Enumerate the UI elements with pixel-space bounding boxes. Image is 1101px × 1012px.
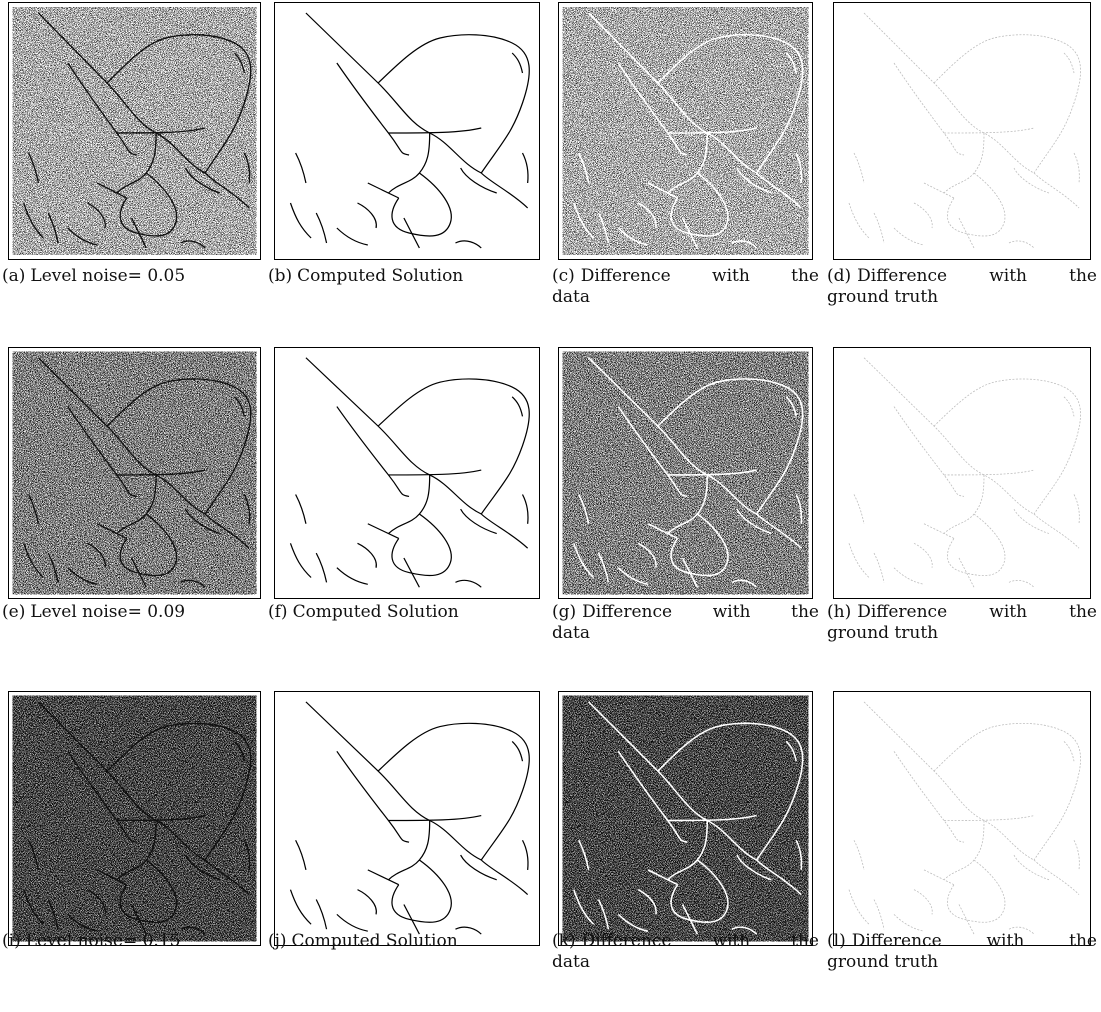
caption-text-line2: data bbox=[552, 287, 590, 307]
caption-label: (l) bbox=[827, 931, 846, 951]
panel-h bbox=[833, 347, 1091, 599]
solution-image bbox=[289, 12, 530, 249]
panel-j bbox=[274, 691, 540, 946]
caption-e: (e) Level noise= 0.09 bbox=[2, 602, 267, 623]
solution-image bbox=[289, 701, 530, 935]
caption-text: Computed Solution bbox=[297, 266, 464, 286]
panel-i bbox=[8, 691, 261, 946]
caption-text-line2: ground truth bbox=[827, 952, 939, 972]
caption-text-line1: Difference with the bbox=[857, 266, 1097, 286]
diffgt-image bbox=[848, 357, 1082, 588]
diffgt-image bbox=[848, 12, 1082, 249]
panel-g bbox=[558, 347, 813, 599]
noisy-image bbox=[12, 351, 257, 595]
caption-label: (a) bbox=[2, 266, 26, 286]
caption-text-line2: data bbox=[552, 623, 590, 643]
caption-j: (j) Computed Solution bbox=[268, 931, 546, 952]
caption-text-line1: Difference with the bbox=[582, 602, 819, 622]
caption-d: (d) Difference with the ground truth bbox=[827, 266, 1097, 308]
panel-a bbox=[8, 2, 261, 260]
diffdata-image bbox=[562, 695, 809, 942]
caption-text-line2: data bbox=[552, 952, 590, 972]
panel-d bbox=[833, 2, 1091, 260]
noisy-image bbox=[12, 7, 257, 255]
diffgt-image bbox=[848, 701, 1082, 935]
caption-b: (b) Computed Solution bbox=[268, 266, 546, 287]
caption-label: (e) bbox=[2, 602, 26, 622]
caption-label: (b) bbox=[268, 266, 293, 286]
caption-text-line2: ground truth bbox=[827, 287, 939, 307]
caption-text-line1: Difference with the bbox=[857, 602, 1097, 622]
caption-text: Computed Solution bbox=[292, 602, 459, 622]
caption-i: (i) Level noise= 0.15 bbox=[2, 931, 267, 952]
diffdata-image bbox=[562, 351, 809, 595]
caption-text-line1: Difference with the bbox=[851, 931, 1097, 951]
caption-text-line1: Difference with the bbox=[580, 266, 819, 286]
panel-b bbox=[274, 2, 540, 260]
caption-k: (k) Difference with the data bbox=[552, 931, 819, 973]
caption-text: Level noise= 0.09 bbox=[30, 602, 186, 622]
caption-text: Level noise= 0.15 bbox=[25, 931, 181, 951]
caption-text: Level noise= 0.05 bbox=[30, 266, 186, 286]
panel-k bbox=[558, 691, 813, 946]
caption-label: (i) bbox=[2, 931, 21, 951]
caption-label: (f) bbox=[268, 602, 288, 622]
caption-label: (d) bbox=[827, 266, 852, 286]
caption-label: (c) bbox=[552, 266, 575, 286]
caption-label: (h) bbox=[827, 602, 852, 622]
panel-l bbox=[833, 691, 1091, 946]
caption-c: (c) Difference with the data bbox=[552, 266, 819, 308]
caption-l: (l) Difference with the ground truth bbox=[827, 931, 1097, 973]
caption-g: (g) Difference with the data bbox=[552, 602, 819, 644]
panel-f bbox=[274, 347, 540, 599]
diffdata-image bbox=[562, 7, 809, 255]
caption-label: (j) bbox=[268, 931, 287, 951]
caption-text-line2: ground truth bbox=[827, 623, 939, 643]
panel-c bbox=[558, 2, 813, 260]
caption-f: (f) Computed Solution bbox=[268, 602, 546, 623]
solution-image bbox=[289, 357, 530, 588]
caption-text-line1: Difference with the bbox=[581, 931, 819, 951]
panel-e bbox=[8, 347, 261, 599]
caption-label: (g) bbox=[552, 602, 577, 622]
noisy-image bbox=[12, 695, 257, 942]
caption-label: (k) bbox=[552, 931, 576, 951]
caption-h: (h) Difference with the ground truth bbox=[827, 602, 1097, 644]
caption-text: Computed Solution bbox=[291, 931, 458, 951]
caption-a: (a) Level noise= 0.05 bbox=[2, 266, 267, 287]
